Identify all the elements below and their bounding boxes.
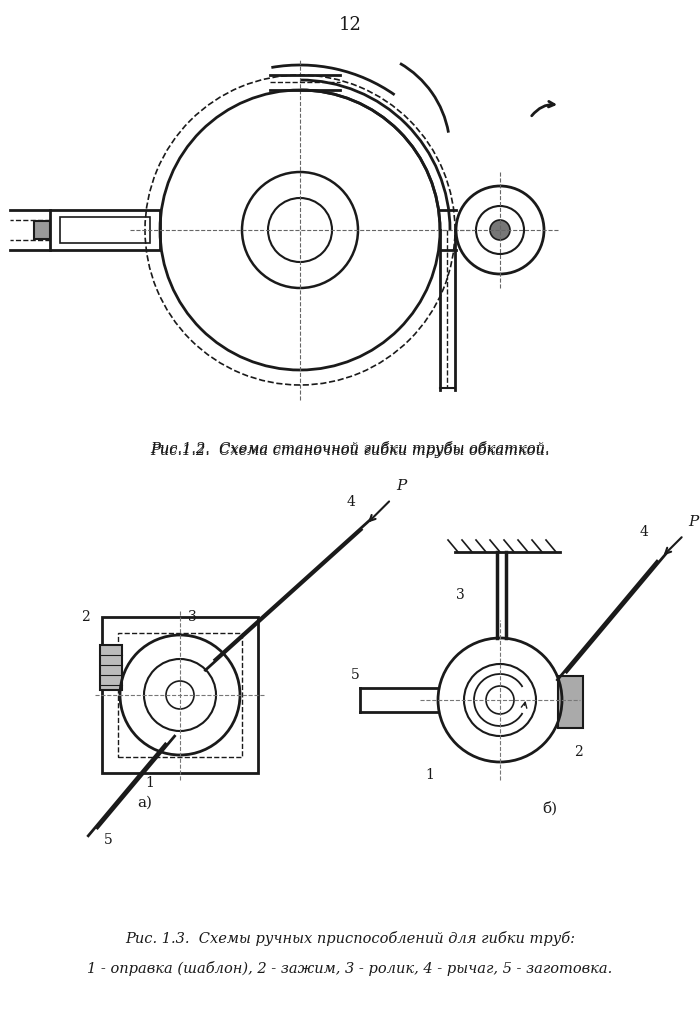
Text: 12: 12 — [339, 16, 361, 34]
Bar — [34, 221, 50, 239]
Bar — [102, 617, 258, 773]
Text: б): б) — [542, 801, 558, 815]
Text: 1 - оправка (шаблон), 2 - зажим, 3 - ролик, 4 - рычаг, 5 - заготовка.: 1 - оправка (шаблон), 2 - зажим, 3 - рол… — [88, 961, 612, 976]
Text: P: P — [689, 516, 699, 529]
Bar — [558, 676, 583, 728]
Text: 5: 5 — [104, 833, 112, 847]
Text: Рис.1.2.  Схема станочной гибки трубы обкаткой.: Рис.1.2. Схема станочной гибки трубы обк… — [150, 441, 550, 455]
Text: а): а) — [137, 796, 153, 810]
Text: 2: 2 — [80, 610, 90, 624]
Bar — [60, 217, 150, 243]
Bar — [100, 644, 122, 690]
Text: 5: 5 — [351, 668, 359, 682]
Bar — [118, 633, 242, 757]
Text: P: P — [396, 480, 406, 493]
Text: 3: 3 — [456, 588, 464, 602]
Text: 3: 3 — [188, 610, 197, 624]
Text: 2: 2 — [573, 745, 582, 759]
Text: 1: 1 — [146, 776, 155, 790]
Text: 4: 4 — [639, 525, 648, 539]
Bar — [50, 210, 160, 250]
Text: Рис. 1.3.  Схемы ручных приспособлений для гибки труб:: Рис. 1.3. Схемы ручных приспособлений дл… — [125, 931, 575, 945]
Circle shape — [490, 220, 510, 240]
Text: Рис.1.2.  Схема станочной гибки трубы обкаткой.: Рис.1.2. Схема станочной гибки трубы обк… — [150, 443, 550, 457]
Text: 4: 4 — [346, 495, 356, 509]
Text: 1: 1 — [426, 768, 435, 782]
